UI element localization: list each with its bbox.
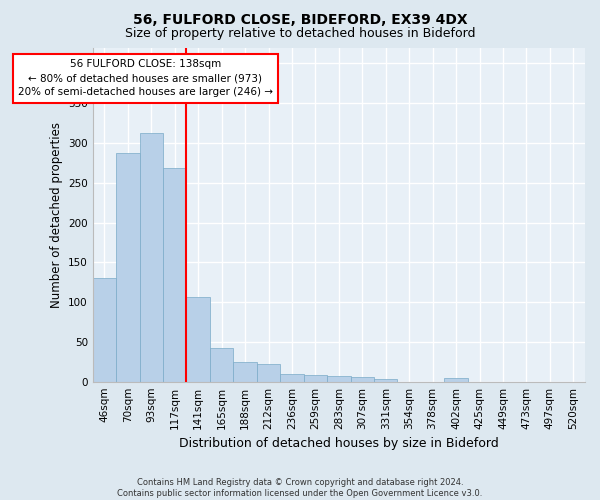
Text: Size of property relative to detached houses in Bideford: Size of property relative to detached ho… bbox=[125, 28, 475, 40]
Bar bbox=[257, 364, 280, 382]
Bar bbox=[280, 374, 304, 382]
Bar bbox=[304, 374, 327, 382]
Text: Contains HM Land Registry data © Crown copyright and database right 2024.
Contai: Contains HM Land Registry data © Crown c… bbox=[118, 478, 482, 498]
Bar bbox=[116, 152, 140, 382]
Y-axis label: Number of detached properties: Number of detached properties bbox=[50, 122, 62, 308]
Text: 56 FULFORD CLOSE: 138sqm
← 80% of detached houses are smaller (973)
20% of semi-: 56 FULFORD CLOSE: 138sqm ← 80% of detach… bbox=[18, 60, 273, 98]
Text: 56, FULFORD CLOSE, BIDEFORD, EX39 4DX: 56, FULFORD CLOSE, BIDEFORD, EX39 4DX bbox=[133, 12, 467, 26]
Bar bbox=[163, 168, 187, 382]
Bar bbox=[233, 362, 257, 382]
Bar bbox=[140, 132, 163, 382]
Bar bbox=[92, 278, 116, 382]
Bar bbox=[327, 376, 350, 382]
Bar bbox=[374, 380, 397, 382]
Bar bbox=[210, 348, 233, 382]
Bar bbox=[445, 378, 468, 382]
Bar bbox=[187, 296, 210, 382]
X-axis label: Distribution of detached houses by size in Bideford: Distribution of detached houses by size … bbox=[179, 437, 499, 450]
Bar bbox=[350, 377, 374, 382]
